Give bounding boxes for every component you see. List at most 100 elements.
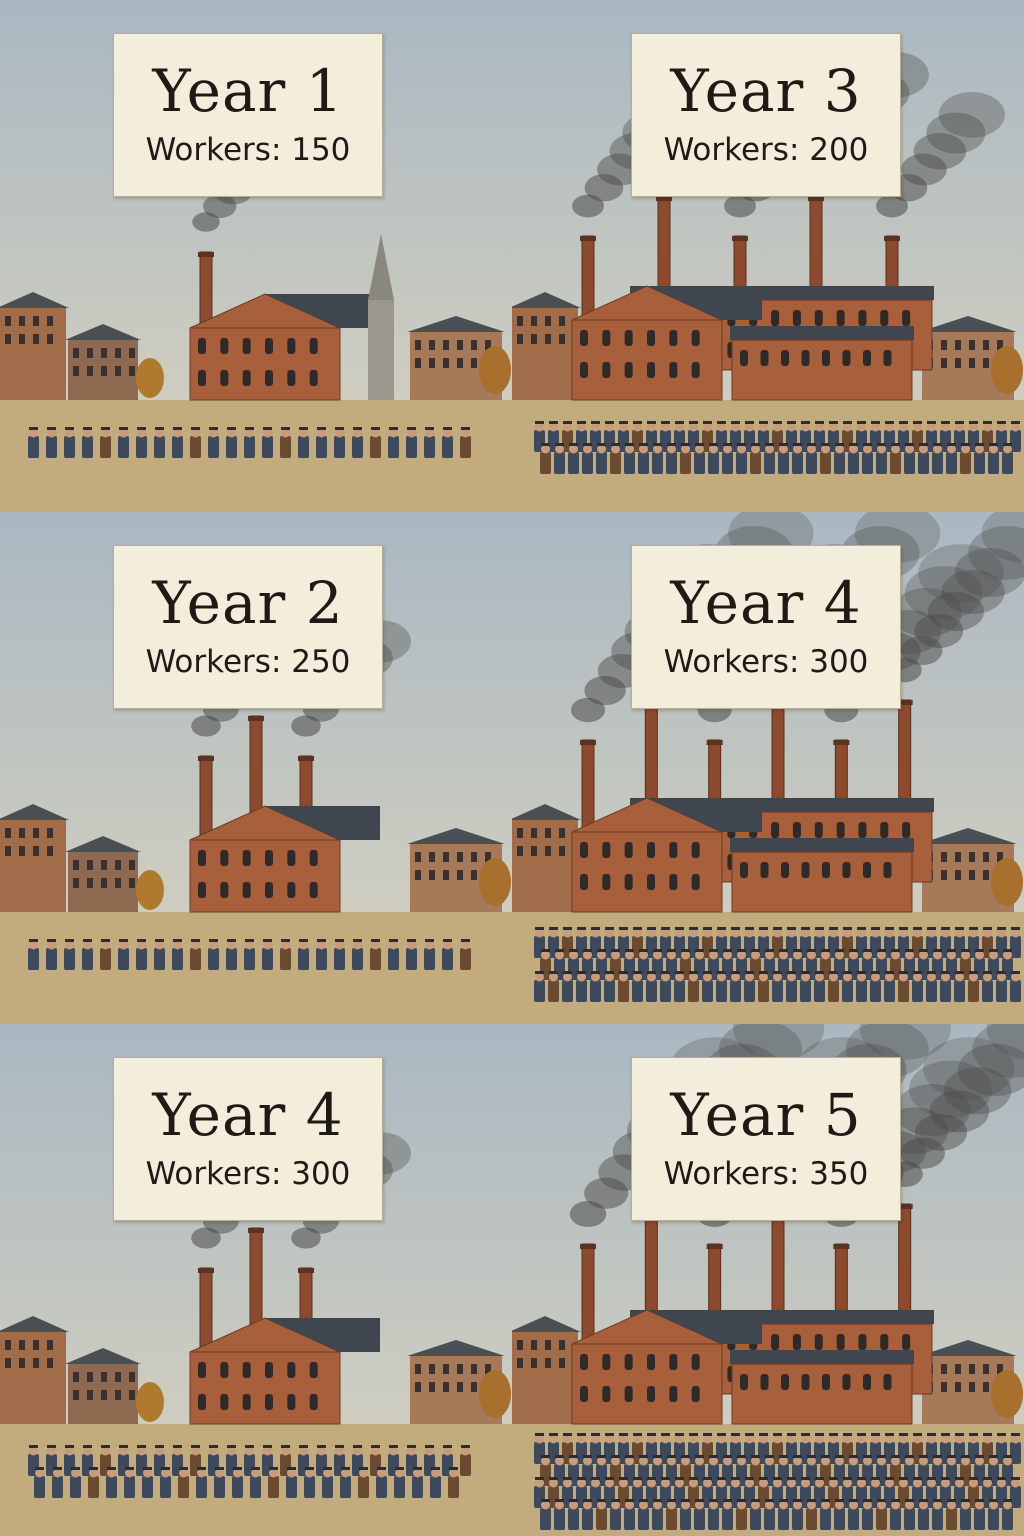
- worker-body: [178, 1476, 189, 1498]
- worker-head: [299, 1446, 308, 1456]
- worker-cap: [997, 1433, 1006, 1436]
- worker-cap: [191, 427, 200, 430]
- worker-cap: [843, 1433, 852, 1436]
- worker-body: [388, 436, 399, 458]
- worker-cap: [583, 443, 592, 446]
- worker-head: [47, 1446, 56, 1456]
- worker-cap: [605, 927, 614, 930]
- worker-head: [407, 1446, 416, 1456]
- worker-head: [885, 1478, 894, 1488]
- factory-window: [220, 338, 229, 354]
- worker-head: [899, 972, 908, 982]
- window: [33, 846, 39, 856]
- workers: [534, 1433, 1021, 1530]
- factory-window: [669, 1386, 678, 1402]
- worker-cap: [425, 939, 434, 942]
- worker-head: [269, 1468, 278, 1478]
- year-label: Year 2: [152, 568, 344, 637]
- worker-cap: [89, 1467, 98, 1470]
- window: [517, 1340, 523, 1350]
- worker-body: [460, 948, 471, 970]
- tree: [479, 1370, 511, 1418]
- worker-head: [443, 428, 452, 438]
- worker-head: [71, 1468, 80, 1478]
- worker-cap: [549, 927, 558, 930]
- worker-head: [263, 1446, 272, 1456]
- window: [457, 870, 463, 880]
- worker-cap: [299, 939, 308, 942]
- worker-head: [425, 428, 434, 438]
- worker-cap: [905, 443, 914, 446]
- worker-cap: [969, 1433, 978, 1436]
- worker-head: [619, 1478, 628, 1488]
- worker-cap: [675, 1433, 684, 1436]
- worker-cap: [927, 1477, 936, 1480]
- worker-head: [983, 1434, 992, 1444]
- roof: [65, 324, 141, 340]
- smoke-puff: [926, 112, 986, 154]
- worker-cap: [703, 927, 712, 930]
- worker-cap: [549, 971, 558, 974]
- worker-cap: [549, 1433, 558, 1436]
- worker-body: [730, 980, 741, 1002]
- worker-cap: [541, 443, 550, 446]
- worker-head: [395, 1468, 404, 1478]
- worker-body: [904, 1508, 915, 1530]
- worker-cap: [425, 1445, 434, 1448]
- worker-cap: [773, 1477, 782, 1480]
- worker-cap: [969, 971, 978, 974]
- worker-body: [736, 452, 747, 474]
- workers-label: Workers: 350: [663, 1155, 869, 1192]
- worker-cap: [647, 1433, 656, 1436]
- worker-body: [862, 452, 873, 474]
- worker-head: [647, 422, 656, 432]
- worker-head: [625, 1456, 634, 1466]
- window: [531, 828, 537, 838]
- worker-body: [82, 436, 93, 458]
- roof: [265, 294, 380, 328]
- worker-head: [549, 928, 558, 938]
- window: [429, 340, 435, 350]
- worker-cap: [821, 1455, 830, 1458]
- worker-cap: [815, 421, 824, 424]
- worker-head: [807, 1456, 816, 1466]
- worker-head: [65, 940, 74, 950]
- worker-body: [674, 980, 685, 1002]
- worker-head: [287, 1468, 296, 1478]
- worker-cap: [751, 1499, 760, 1502]
- window: [545, 316, 551, 326]
- window: [545, 1358, 551, 1368]
- worker-head: [661, 972, 670, 982]
- worker-head: [155, 1446, 164, 1456]
- caption-card: Year 3 Workers: 200: [631, 33, 901, 197]
- window: [941, 1364, 947, 1374]
- window: [33, 334, 39, 344]
- window: [559, 1358, 565, 1368]
- tree: [479, 346, 511, 394]
- worker-head: [913, 972, 922, 982]
- factory-window: [580, 874, 588, 890]
- worker-head: [563, 972, 572, 982]
- worker-cap: [569, 443, 578, 446]
- worker-cap: [155, 939, 164, 942]
- worker-cap: [449, 1467, 458, 1470]
- window: [457, 1382, 463, 1392]
- worker-cap: [443, 1445, 452, 1448]
- panel-3: Year 2 Workers: 250: [0, 512, 512, 1024]
- worker-head: [605, 1434, 614, 1444]
- worker-head: [413, 1468, 422, 1478]
- worker-head: [779, 444, 788, 454]
- worker-cap: [969, 927, 978, 930]
- smoke-puff: [918, 544, 1004, 603]
- window: [471, 1364, 477, 1374]
- worker-body: [190, 436, 201, 458]
- worker-head: [335, 428, 344, 438]
- worker-body: [792, 1508, 803, 1530]
- window: [983, 340, 989, 350]
- worker-cap: [1011, 927, 1020, 930]
- worker-cap: [549, 1477, 558, 1480]
- worker-head: [955, 972, 964, 982]
- worker-head: [583, 1456, 592, 1466]
- worker-head: [591, 972, 600, 982]
- worker-head: [653, 444, 662, 454]
